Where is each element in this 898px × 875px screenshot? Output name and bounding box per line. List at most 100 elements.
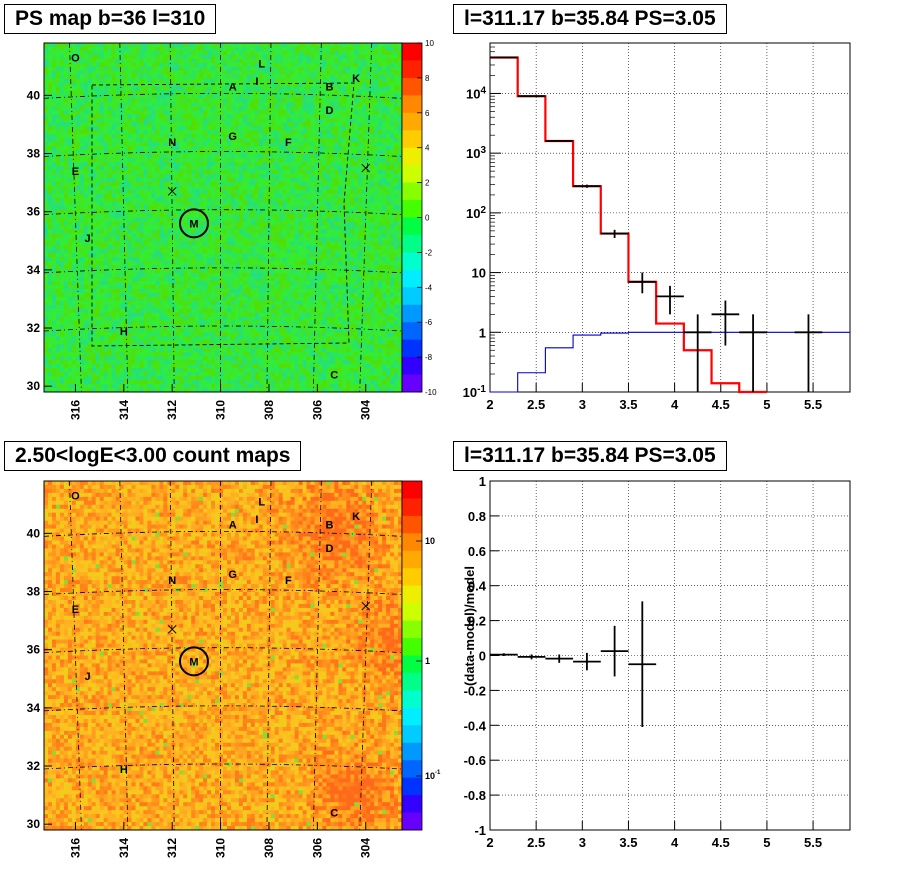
- map-pixel: [119, 253, 124, 258]
- map-pixel: [338, 86, 343, 91]
- map-pixel: [378, 54, 383, 60]
- map-pixel: [171, 110, 176, 115]
- map-pixel: [378, 94, 383, 99]
- map-pixel: [282, 138, 287, 143]
- map-pixel: [163, 74, 168, 79]
- map-pixel: [75, 142, 81, 147]
- map-pixel: [103, 245, 108, 250]
- map-pixel: [59, 225, 65, 230]
- map-pixel: [115, 90, 120, 95]
- map-pixel: [290, 221, 295, 226]
- map-pixel: [282, 193, 287, 198]
- map-pixel: [171, 118, 176, 123]
- map-pixel: [358, 165, 363, 171]
- map-pixel: [262, 162, 268, 167]
- map-pixel: [107, 70, 112, 76]
- map-pixel: [258, 253, 264, 258]
- map-pixel: [143, 257, 148, 262]
- map-pixel: [358, 197, 363, 202]
- map-pixel: [215, 221, 220, 226]
- map-pixel: [199, 114, 204, 119]
- map-pixel: [95, 201, 100, 206]
- map-pixel: [171, 201, 176, 206]
- map-pixel: [330, 74, 335, 79]
- map-pixel: [382, 233, 387, 238]
- map-pixel: [171, 70, 176, 76]
- map-pixel: [67, 43, 73, 48]
- map-pixel: [63, 47, 69, 52]
- map-pixel: [358, 86, 363, 91]
- map-pixel: [266, 50, 272, 56]
- map-pixel: [171, 253, 176, 258]
- map-pixel: [107, 142, 112, 147]
- map-pixel: [234, 47, 240, 52]
- map-pixel: [203, 130, 208, 135]
- map-pixel: [350, 209, 355, 214]
- map-pixel: [91, 150, 96, 155]
- map-pixel: [227, 249, 232, 254]
- map-pixel: [67, 229, 73, 234]
- map-pixel: [338, 118, 343, 123]
- map-pixel: [386, 70, 391, 76]
- map-pixel: [87, 185, 93, 191]
- map-pixel: [211, 185, 216, 191]
- map-pixel: [394, 54, 399, 60]
- map-pixel: [258, 118, 264, 123]
- map-pixel: [306, 241, 311, 246]
- map-pixel: [334, 201, 339, 206]
- map-pixel: [374, 82, 379, 87]
- map-pixel: [175, 146, 180, 151]
- map-pixel: [358, 245, 363, 250]
- map-pixel: [48, 110, 53, 115]
- map-pixel: [107, 122, 112, 127]
- map-pixel: [374, 62, 379, 68]
- map-pixel: [67, 221, 73, 226]
- map-pixel: [207, 213, 212, 218]
- map-pixel: [211, 169, 216, 175]
- map-pixel: [223, 114, 228, 119]
- map-pixel: [258, 86, 264, 91]
- map-pixel: [175, 126, 180, 131]
- map-pixel: [314, 181, 319, 187]
- map-pixel: [274, 229, 279, 234]
- map-pixel: [334, 154, 339, 159]
- map-pixel: [350, 82, 355, 87]
- map-pixel: [242, 82, 248, 87]
- map-pixel: [298, 249, 303, 254]
- map-pixel: [207, 209, 212, 214]
- map-pixel: [67, 70, 73, 76]
- map-pixel: [278, 165, 283, 171]
- map-pixel: [278, 229, 283, 234]
- map-pixel: [139, 173, 144, 179]
- map-pixel: [163, 229, 168, 234]
- map-pixel: [250, 249, 256, 254]
- map-pixel: [95, 261, 100, 266]
- map-pixel: [310, 130, 315, 135]
- map-pixel: [103, 122, 108, 127]
- map-pixel: [246, 43, 252, 48]
- map-pixel: [179, 150, 184, 155]
- map-pixel: [254, 138, 260, 143]
- map-pixel: [258, 78, 264, 83]
- map-pixel: [242, 74, 248, 79]
- map-pixel: [179, 70, 184, 76]
- map-pixel: [242, 138, 248, 143]
- map-pixel: [318, 62, 323, 68]
- map-pixel: [338, 162, 343, 167]
- map-pixel: [187, 229, 192, 234]
- map-pixel: [298, 110, 303, 115]
- map-pixel: [326, 114, 331, 119]
- map-pixel: [219, 221, 224, 226]
- map-pixel: [95, 197, 100, 202]
- map-pixel: [374, 189, 379, 194]
- map-pixel: [238, 237, 244, 242]
- map-pixel: [151, 78, 156, 83]
- map-pixel: [99, 43, 104, 48]
- map-pixel: [207, 118, 212, 123]
- map-pixel: [326, 86, 331, 91]
- map-pixel: [123, 213, 128, 218]
- map-pixel: [326, 122, 331, 127]
- map-pixel: [394, 217, 399, 222]
- map-pixel: [135, 165, 140, 171]
- map-pixel: [139, 114, 144, 119]
